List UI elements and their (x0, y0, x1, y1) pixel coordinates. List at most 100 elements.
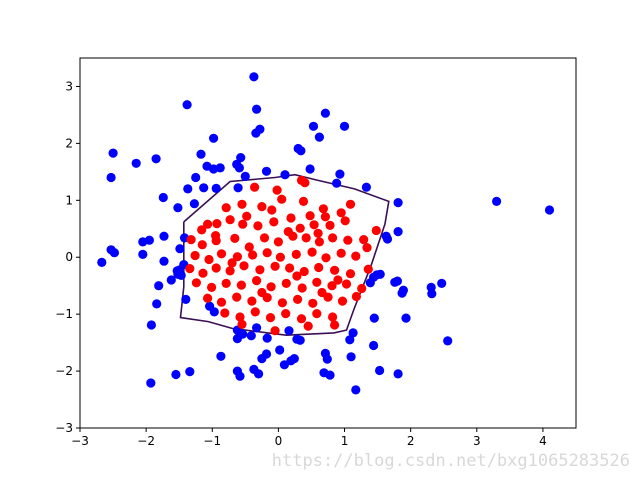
point-class-inner (247, 296, 257, 306)
point-class-outer (544, 205, 555, 215)
point-class-outer (375, 365, 385, 376)
point-class-inner (225, 215, 235, 225)
point-class-outer (393, 369, 403, 379)
point-class-outer (154, 281, 164, 291)
point-class-outer (240, 171, 250, 181)
y-tick-label: −3 (55, 421, 73, 435)
point-class-inner (309, 220, 319, 230)
point-class-outer (175, 244, 185, 254)
point-class-inner (221, 203, 231, 213)
point-class-inner (248, 250, 258, 260)
point-class-inner (327, 281, 337, 291)
axes-frame (79, 57, 577, 429)
x-tick-label: 1 (341, 434, 349, 448)
point-class-outer (320, 108, 330, 118)
point-class-inner (242, 211, 252, 221)
point-class-inner (359, 235, 369, 245)
point-class-outer (382, 234, 393, 244)
point-class-inner (270, 261, 280, 271)
point-class-inner (371, 225, 381, 236)
point-class-outer (131, 158, 141, 168)
point-class-inner (343, 235, 353, 245)
point-class-inner (293, 294, 303, 304)
point-class-inner (225, 266, 235, 276)
point-class-inner (301, 233, 311, 243)
point-class-outer (308, 121, 319, 131)
point-class-inner (286, 213, 296, 223)
y-tick-label: 0 (65, 250, 73, 264)
point-class-outer (109, 248, 119, 258)
point-class-inner (341, 279, 352, 289)
point-class-outer (158, 192, 168, 203)
point-class-outer (185, 367, 195, 377)
point-class-inner (295, 223, 305, 233)
point-class-outer (492, 196, 502, 206)
point-class-inner (281, 278, 291, 288)
point-class-outer (261, 166, 272, 176)
point-class-inner (340, 216, 350, 226)
watermark: https://blog.csdn.net/bxg1065283526 (272, 451, 630, 471)
point-class-outer (138, 249, 148, 259)
point-class-inner (204, 254, 214, 265)
point-class-outer (191, 172, 201, 183)
point-class-inner (232, 252, 242, 262)
x-tick-label: −3 (71, 434, 89, 448)
x-tick-label: 2 (407, 434, 415, 448)
point-class-inner (333, 275, 343, 285)
point-class-inner (190, 250, 200, 261)
x-tick-label: 3 (473, 434, 481, 448)
y-axis: −3 −2 −1 0 1 2 3 (55, 79, 80, 435)
point-class-inner (285, 263, 295, 273)
point-class-inner (277, 298, 287, 308)
point-class-outer (235, 371, 245, 381)
point-class-inner (320, 212, 330, 222)
x-tick-label: 0 (275, 434, 283, 448)
point-class-inner (250, 307, 260, 317)
point-class-outer (393, 198, 403, 208)
point-class-inner (325, 220, 335, 230)
point-class-inner (216, 297, 227, 307)
point-class-inner (330, 320, 340, 330)
y-tick-label: −2 (55, 364, 73, 378)
point-class-inner (330, 265, 340, 275)
point-class-inner (362, 243, 372, 253)
point-class-inner (328, 312, 338, 322)
point-class-inner (227, 258, 237, 268)
point-class-inner (291, 249, 301, 259)
point-class-outer (261, 349, 272, 359)
point-class-outer (369, 340, 379, 351)
point-class-inner (232, 292, 242, 302)
point-class-outer (251, 128, 261, 138)
point-class-inner (252, 276, 262, 286)
point-class-outer (346, 352, 356, 362)
point-class-inner (203, 219, 213, 229)
point-class-outer (108, 148, 118, 158)
point-class-inner (257, 202, 267, 212)
point-class-outer (365, 278, 375, 288)
point-class-inner (262, 248, 272, 258)
point-class-inner (198, 268, 208, 278)
point-class-outer (196, 149, 206, 159)
point-class-inner (312, 277, 322, 287)
y-tick-label: −1 (55, 307, 73, 321)
point-class-inner (211, 231, 221, 241)
point-class-outer (183, 184, 193, 194)
point-class-inner (237, 319, 247, 329)
point-class-inner (216, 249, 227, 259)
point-class-outer (325, 370, 335, 380)
point-class-inner (351, 291, 361, 302)
point-class-outer (173, 203, 183, 213)
point-class-inner (239, 261, 249, 271)
y-tick-label: 3 (65, 79, 73, 93)
point-class-inner (336, 248, 346, 258)
point-class-inner (317, 287, 327, 298)
point-class-outer (181, 294, 191, 304)
point-class-inner (197, 240, 207, 250)
point-class-outer (345, 335, 355, 345)
point-class-inner (221, 278, 231, 288)
point-class-outer (209, 133, 219, 143)
point-class-outer (151, 154, 161, 164)
point-class-inner (255, 265, 265, 275)
point-class-inner (296, 314, 307, 324)
